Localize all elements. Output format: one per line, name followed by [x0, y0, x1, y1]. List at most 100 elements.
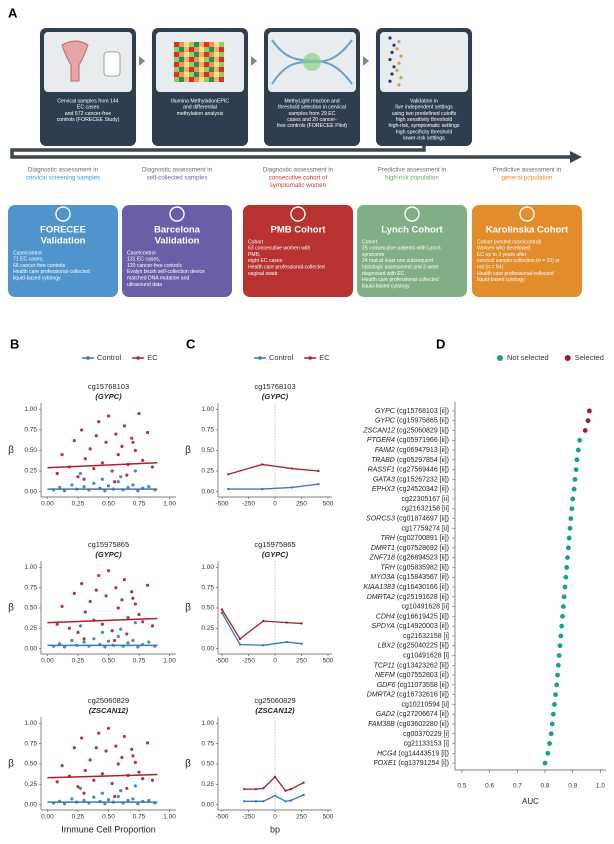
heatmap-cell [189, 72, 194, 77]
x-tick-label: -500 [215, 814, 228, 821]
probe-id: (cg03602280 [ii]) [397, 721, 449, 728]
legend-item: EC [304, 353, 330, 362]
line-point [290, 486, 294, 489]
y-tick-label: 0.00 [24, 488, 37, 495]
x-tick-label: 0.00 [41, 814, 54, 821]
scatter-point [83, 457, 87, 461]
scatter-point [116, 480, 120, 484]
cohort-box [357, 205, 467, 297]
line-point [254, 800, 258, 803]
auc-dot [568, 516, 574, 521]
scatter-point [119, 789, 123, 793]
cohort-title: Lynch Cohort [381, 225, 443, 236]
scatter-point [133, 448, 137, 453]
auc-dot [566, 535, 572, 541]
y-tick-label: 0.75 [24, 740, 37, 747]
heatmap-cell [179, 67, 184, 72]
x-tick-label: 0.6 [485, 783, 494, 790]
validation-dot [392, 65, 396, 69]
cohort-text: 71 EC cases, [13, 257, 43, 263]
chart-title: cg25060829 [254, 696, 295, 705]
probe-id: (cg05971966 [ii]) [397, 437, 449, 444]
line-point [284, 800, 287, 803]
auc-dot [554, 682, 560, 688]
x-tick-label: -250 [242, 658, 255, 665]
probe-id: (cg15267232 [ii]) [397, 476, 449, 483]
scatter-point [82, 640, 86, 644]
line-point [290, 467, 294, 470]
cohort-text: cervical sample collection (n = 32) or [477, 258, 560, 264]
step-text: cases and 20 cancer- [287, 117, 337, 123]
scatter-point [88, 447, 92, 451]
probe-id: (cg15975865 [ii]) [397, 418, 449, 425]
probe-id: (cg02700891 [ii]) [397, 535, 449, 542]
y-tick-label: 0.50 [24, 447, 37, 454]
x-tick-label: 250 [296, 501, 307, 508]
row-label: KIAA1383 (cg16430166 [ii]) [363, 584, 449, 591]
heatmap-cell [184, 67, 189, 72]
x-tick-label: 0.7 [513, 783, 522, 790]
assessment-focus: self-collected samples [147, 175, 208, 182]
gene-name: HCG4 [377, 750, 397, 757]
gene-name: DMRTA2 [367, 691, 395, 698]
line-point [262, 800, 265, 803]
scatter-point [106, 569, 111, 573]
y-tick-label: 0.75 [201, 584, 214, 591]
scatter-point [119, 475, 123, 479]
scatter-point [55, 471, 59, 476]
cohort-text: ultrasound data [127, 282, 162, 288]
line-point [227, 473, 230, 476]
step-text: free controls (FORECEE Pilot) [277, 123, 347, 129]
x-tick-label: 1.0 [596, 783, 605, 790]
scatter-point [78, 786, 83, 790]
gene-name: SPDYA [371, 623, 395, 630]
heatmap-cell [179, 47, 184, 52]
heatmap-cell [199, 77, 204, 82]
heatmap-cell [219, 42, 224, 47]
cohort-icon [55, 206, 71, 222]
legend-label: Selected [575, 353, 604, 362]
scatter-point [125, 473, 129, 477]
x-tick-label: -500 [215, 658, 228, 665]
cohort-title: Karolinska Cohort [486, 225, 569, 236]
scatter-point [62, 645, 67, 649]
line-point [285, 621, 288, 624]
x-tick-label: 0.75 [133, 814, 146, 821]
row-label: cg10491628 [ii] [402, 603, 450, 610]
heatmap-cell [199, 62, 204, 67]
heatmap-cell [189, 62, 194, 67]
y-tick-label: 0.25 [24, 625, 37, 632]
line-point [273, 794, 277, 797]
step-text: high-risk, symptomatic settings [389, 123, 460, 129]
heatmap-cell [209, 62, 214, 67]
cohort-text: Health care professional-collected [248, 265, 325, 271]
gene-name: SORCS3 [366, 515, 395, 522]
heatmap-cell [179, 42, 184, 47]
y-tick-label: 0.50 [24, 761, 37, 768]
scatter-point [145, 430, 150, 435]
scatter-point [55, 780, 59, 784]
row-label: EPHX3 (cg24520342 [ii]) [372, 486, 449, 493]
y-tick-label: 1.00 [201, 720, 214, 727]
auc-dot [569, 506, 575, 512]
cohort-box [243, 205, 353, 297]
validation-dot [399, 54, 403, 58]
heatmap-cell [209, 52, 214, 57]
cohort-text: Evalyn brush self-collection device [127, 269, 205, 275]
auc-dot [548, 731, 554, 737]
step-arrow [251, 56, 257, 66]
gene-name: TRH [380, 535, 395, 542]
chart-subtitle: (GYPC) [95, 550, 122, 559]
step-text: MethyLight reaction and [284, 98, 339, 104]
step-text: using two predefined cutoffs [392, 111, 457, 117]
heatmap-cell [189, 52, 194, 57]
scatter-point [97, 420, 101, 424]
timeline [10, 146, 572, 159]
legend-swatch [258, 356, 262, 360]
scatter-point [62, 802, 67, 806]
row-label: SPDYA (cg14920003 [ii]) [371, 623, 449, 630]
y-tick-label: 0.50 [201, 761, 214, 768]
legend-swatch [564, 355, 571, 361]
heatmap-cell [174, 42, 179, 47]
